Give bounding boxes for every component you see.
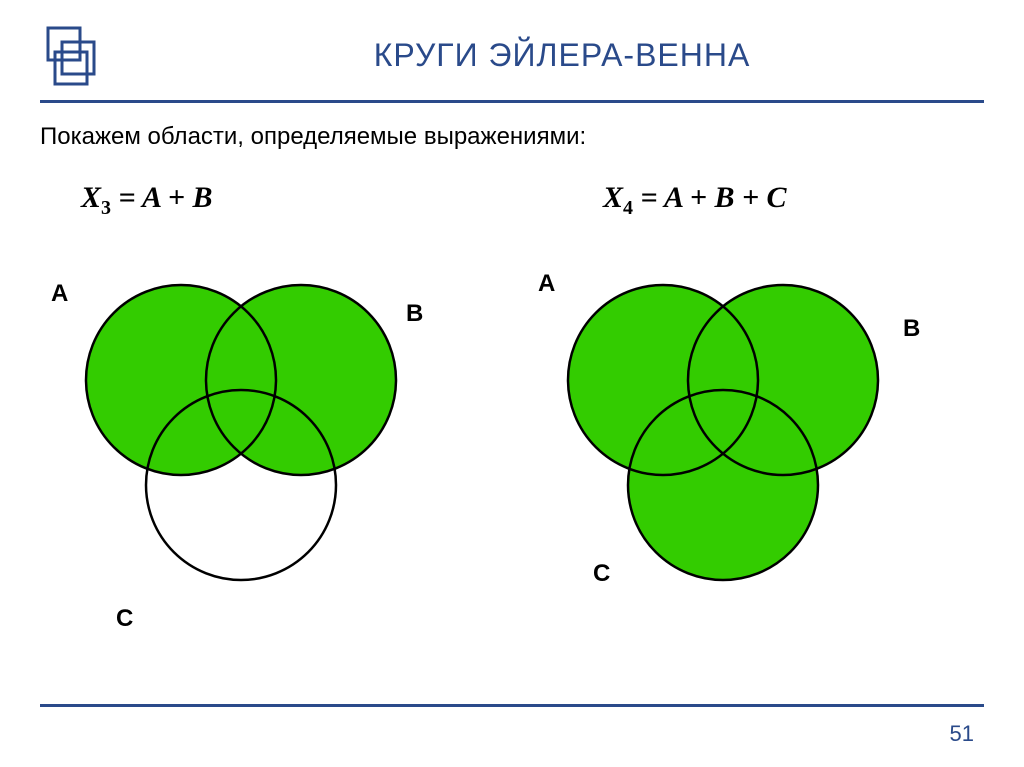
formula-right: X4 = A + B + C xyxy=(603,181,983,220)
formula-left: X3 = A + B xyxy=(81,181,501,220)
formula-sub: 3 xyxy=(101,197,111,219)
formula-var: X xyxy=(81,181,101,214)
logo-icon xyxy=(40,20,110,90)
label-b-right: B xyxy=(903,315,920,343)
label-b-left: B xyxy=(406,300,423,328)
right-panel: X4 = A + B + C A B C xyxy=(523,171,983,640)
slide-subtitle: Покажем области, определяемые выражениям… xyxy=(0,103,1024,161)
formula-rhs: = A + B xyxy=(111,181,212,214)
slide-title: КРУГИ ЭЙЛЕРА-ВЕННА xyxy=(140,37,984,74)
content-area: X3 = A + B A B C xyxy=(0,161,1024,650)
venn-right: A B C xyxy=(523,240,963,640)
formula-sub: 4 xyxy=(623,197,633,219)
label-c-right: C xyxy=(593,560,610,588)
label-c-left: C xyxy=(116,605,133,633)
label-a-right: A xyxy=(538,270,555,298)
formula-rhs: = A + B + C xyxy=(633,181,787,214)
label-a-left: A xyxy=(51,280,68,308)
formula-var: X xyxy=(603,181,623,214)
page-number: 51 xyxy=(950,721,974,747)
venn-left: A B C xyxy=(41,240,481,640)
left-panel: X3 = A + B A B C xyxy=(41,171,501,640)
slide-header: КРУГИ ЭЙЛЕРА-ВЕННА xyxy=(0,0,1024,100)
footer-divider xyxy=(40,704,984,707)
venn-right-svg xyxy=(523,240,963,640)
